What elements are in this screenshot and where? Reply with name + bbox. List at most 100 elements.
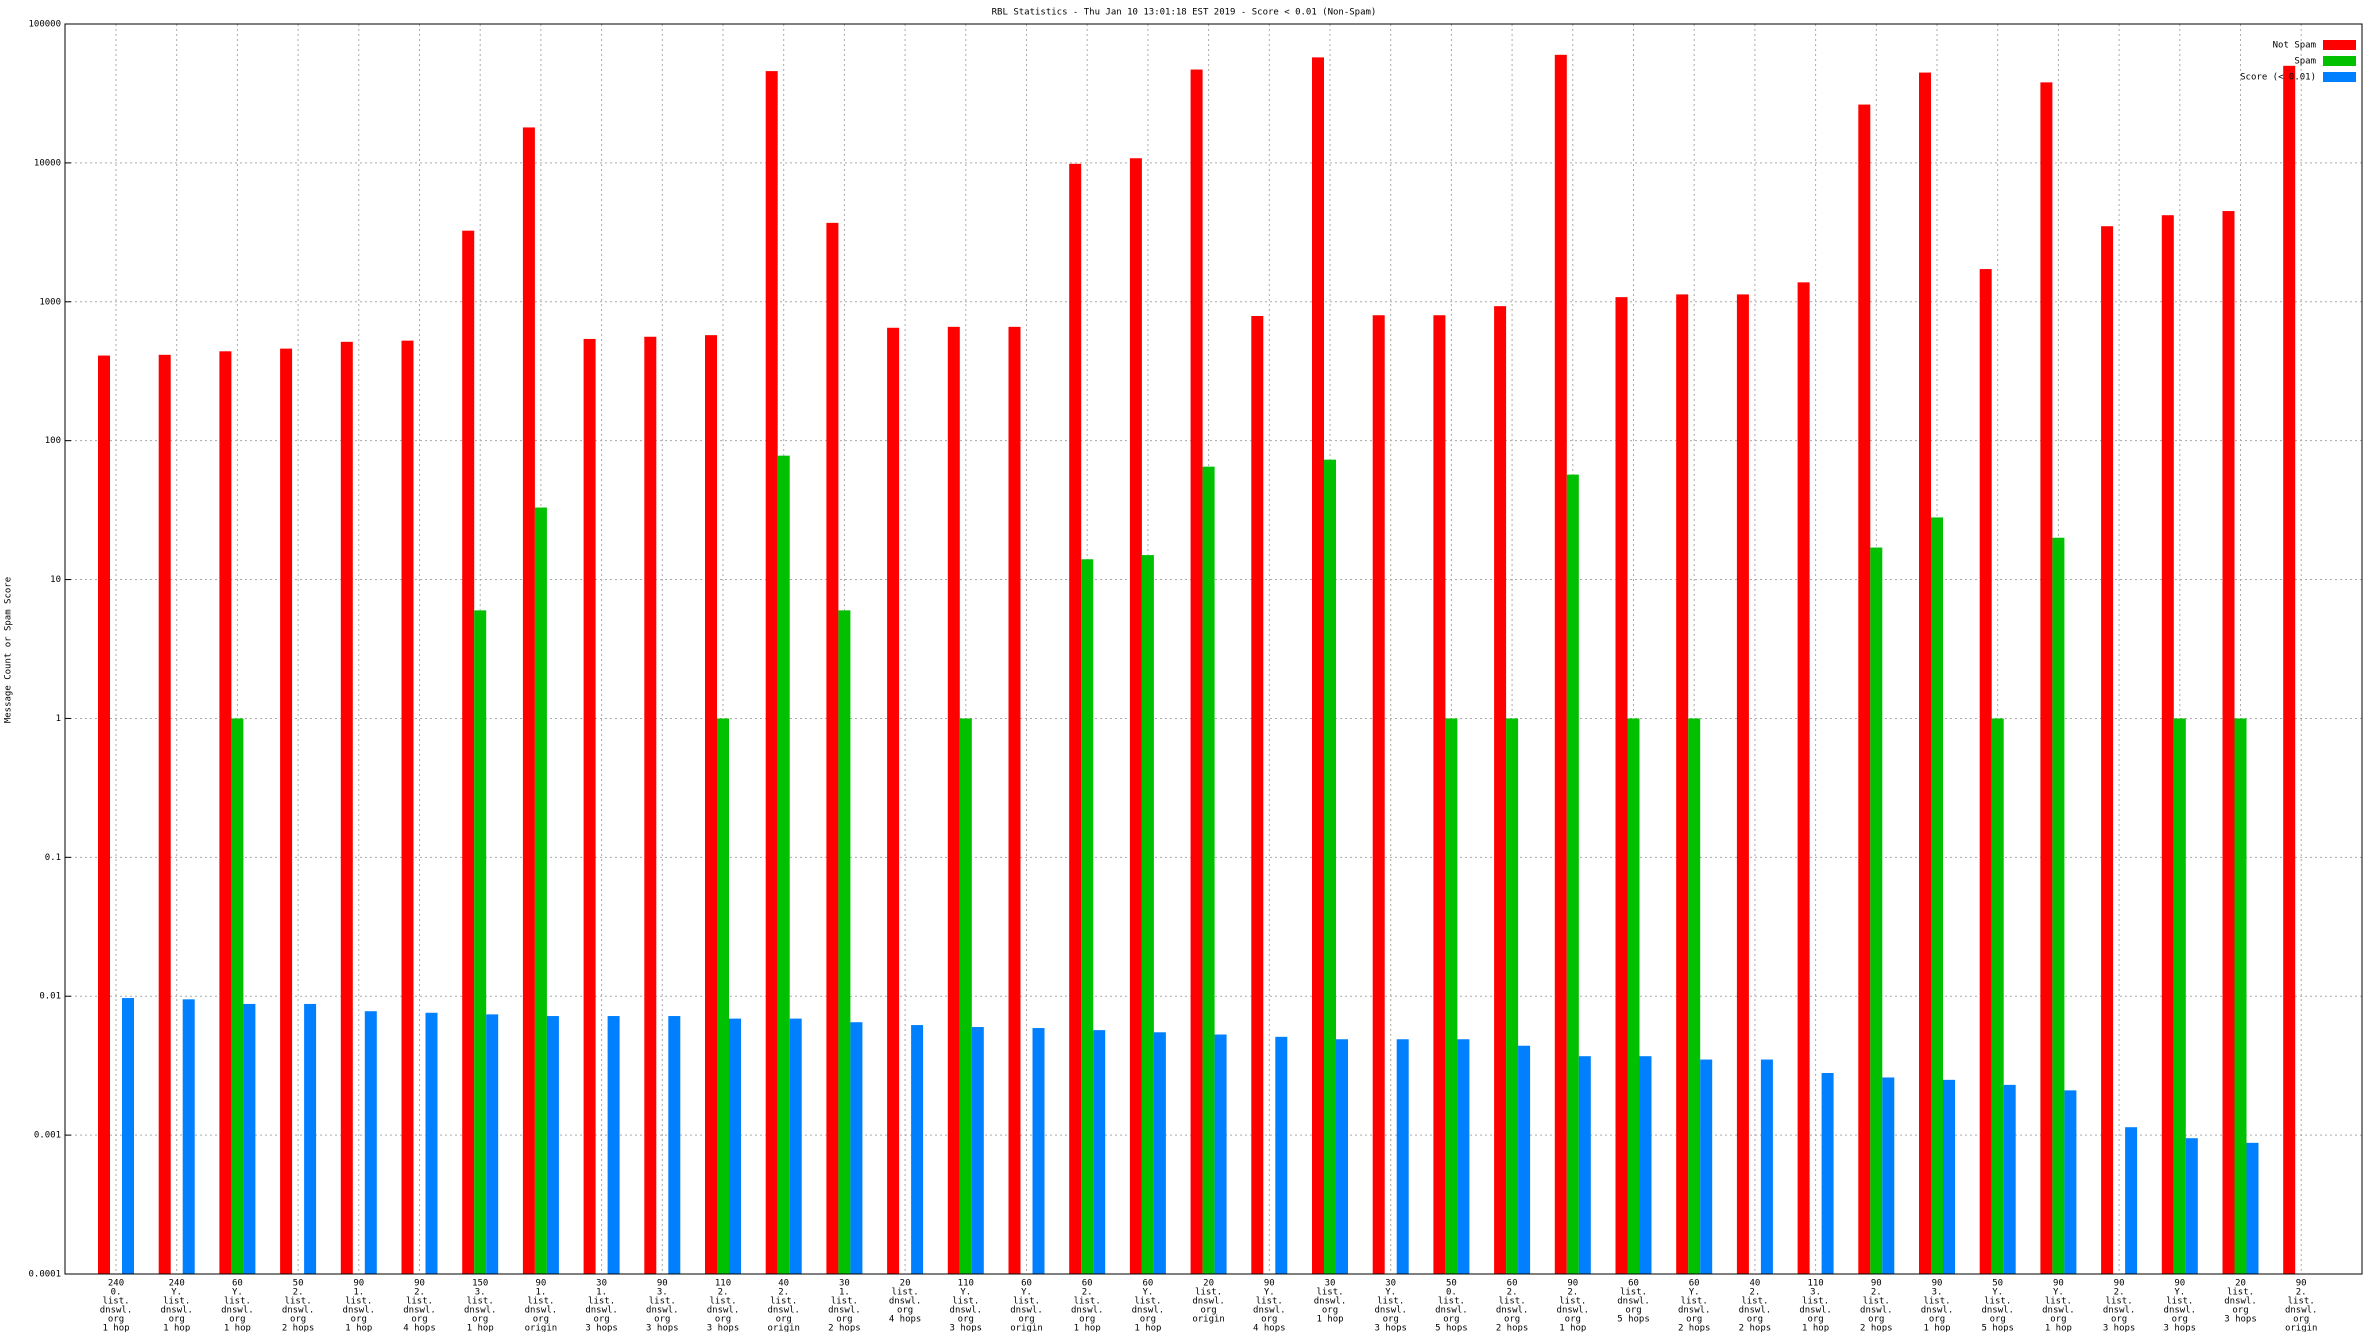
x-tick-label: org <box>2232 1306 2248 1316</box>
bar <box>1069 163 1082 1274</box>
x-tick-label: list. <box>1681 1297 1708 1307</box>
bar <box>1494 306 1507 1274</box>
x-tick-label: 50 <box>1992 1279 2003 1289</box>
x-tick-label: 3 hops <box>646 1324 679 1332</box>
bar <box>231 718 244 1274</box>
x-tick-label: dnswl. <box>282 1306 315 1316</box>
bar <box>1153 1032 1166 1274</box>
x-tick-label: dnswl. <box>1314 1297 1347 1307</box>
bar <box>1518 1045 1531 1274</box>
x-tick-label: org <box>958 1315 974 1325</box>
x-tick-label: 2. <box>1871 1288 1882 1298</box>
x-tick-label: 2. <box>1749 1288 1760 1298</box>
x-tick-label: 1 hop <box>345 1324 372 1332</box>
x-tick-label: org <box>2172 1315 2188 1325</box>
x-tick-label: list. <box>345 1297 372 1307</box>
bar <box>1324 459 1336 1274</box>
x-tick-label: 240 <box>108 1279 124 1289</box>
bar <box>1882 1077 1895 1274</box>
bar <box>1858 104 1871 1275</box>
bar <box>2173 718 2186 1274</box>
bar <box>1615 297 1628 1274</box>
x-tick-label: list. <box>1377 1297 1404 1307</box>
x-tick-label: origin <box>525 1324 558 1332</box>
x-tick-label: dnswl. <box>1132 1306 1165 1316</box>
x-tick-label: org <box>1625 1306 1641 1316</box>
bar <box>1141 555 1154 1274</box>
x-tick-label: 1 hop <box>1923 1324 1950 1332</box>
x-tick-label: org <box>1140 1315 1156 1325</box>
bar <box>838 610 851 1274</box>
x-tick-label: list. <box>1316 1288 1343 1298</box>
x-tick-label: dnswl. <box>403 1306 436 1316</box>
x-tick-label: 4 hops <box>1253 1324 1286 1332</box>
x-tick-label: list. <box>831 1297 858 1307</box>
bar <box>1396 1039 1409 1274</box>
x-tick-label: Y. <box>960 1288 971 1298</box>
x-tick-label: 2. <box>1567 1288 1578 1298</box>
x-tick-label: dnswl. <box>646 1306 679 1316</box>
bar <box>1566 474 1579 1274</box>
x-tick-label: org <box>108 1315 124 1325</box>
x-tick-label: 3. <box>475 1288 486 1298</box>
x-tick-label: 1 hop <box>1134 1324 1161 1332</box>
x-tick-label: dnswl. <box>160 1306 193 1316</box>
x-tick-label: origin <box>1010 1324 1043 1332</box>
x-tick-label: 2 hops <box>1496 1324 1529 1332</box>
x-tick-label: list. <box>952 1297 979 1307</box>
bar <box>2222 211 2235 1274</box>
x-tick-label: dnswl. <box>767 1306 800 1316</box>
x-tick-label: org <box>1261 1315 1277 1325</box>
x-tick-label: org <box>2050 1315 2066 1325</box>
x-tick-label: list. <box>527 1297 554 1307</box>
x-tick-label: 60 <box>1628 1279 1639 1289</box>
bar <box>1081 559 1094 1274</box>
x-tick-label: dnswl. <box>464 1306 497 1316</box>
x-tick-label: dnswl. <box>1496 1306 1529 1316</box>
x-tick-label: Y. <box>1021 1288 1032 1298</box>
x-tick-label: list. <box>1256 1297 1283 1307</box>
x-tick-label: 5 hops <box>1981 1324 2014 1332</box>
x-tick-label: org <box>229 1315 245 1325</box>
bar <box>2064 1090 2077 1274</box>
x-tick-label: org <box>1686 1315 1702 1325</box>
x-tick-label: dnswl. <box>2285 1306 2318 1316</box>
bar <box>1736 294 1749 1274</box>
x-tick-label: org <box>1868 1315 1884 1325</box>
x-tick-label: 3 hops <box>585 1324 618 1332</box>
x-tick-label: dnswl. <box>1435 1306 1468 1316</box>
bar <box>668 1016 681 1274</box>
y-tick-label: 100000 <box>28 20 61 30</box>
x-tick-label: 1 hop <box>224 1324 251 1332</box>
x-tick-label: 40 <box>778 1279 789 1289</box>
bar <box>1506 718 1519 1274</box>
bar <box>2125 1127 2138 1274</box>
x-tick-label: 60 <box>1507 1279 1518 1289</box>
x-tick-label: Y. <box>171 1288 182 1298</box>
x-tick-label: 90 <box>1567 1279 1578 1289</box>
bar <box>1821 1073 1834 1274</box>
x-tick-label: list. <box>1074 1297 1101 1307</box>
y-axis-label: Message Count or Spam Score <box>4 577 14 723</box>
bar <box>1275 1036 1288 1274</box>
bar <box>243 1003 256 1274</box>
bar <box>729 1018 741 1274</box>
x-tick-label: org <box>1747 1315 1763 1325</box>
y-tick-label: 1 <box>56 714 61 724</box>
x-tick-label: org <box>351 1315 367 1325</box>
x-tick-label: 90 <box>414 1279 425 1289</box>
y-tick-label: 0.001 <box>34 1131 61 1141</box>
bar <box>1554 54 1567 1274</box>
x-tick-label: 2. <box>1507 1288 1518 1298</box>
x-tick-label: org <box>1200 1306 1216 1316</box>
bar <box>1931 517 1943 1274</box>
x-tick-label: 1. <box>535 1288 546 1298</box>
x-tick-label: org <box>1565 1315 1581 1325</box>
bar <box>1979 269 1992 1274</box>
x-tick-label: 60 <box>1021 1279 1032 1289</box>
bar <box>474 610 487 1274</box>
bar <box>583 338 596 1274</box>
x-tick-label: 1 hop <box>1559 1324 1586 1332</box>
x-tick-label: dnswl. <box>1799 1306 1832 1316</box>
x-tick-label: origin <box>2285 1324 2318 1332</box>
